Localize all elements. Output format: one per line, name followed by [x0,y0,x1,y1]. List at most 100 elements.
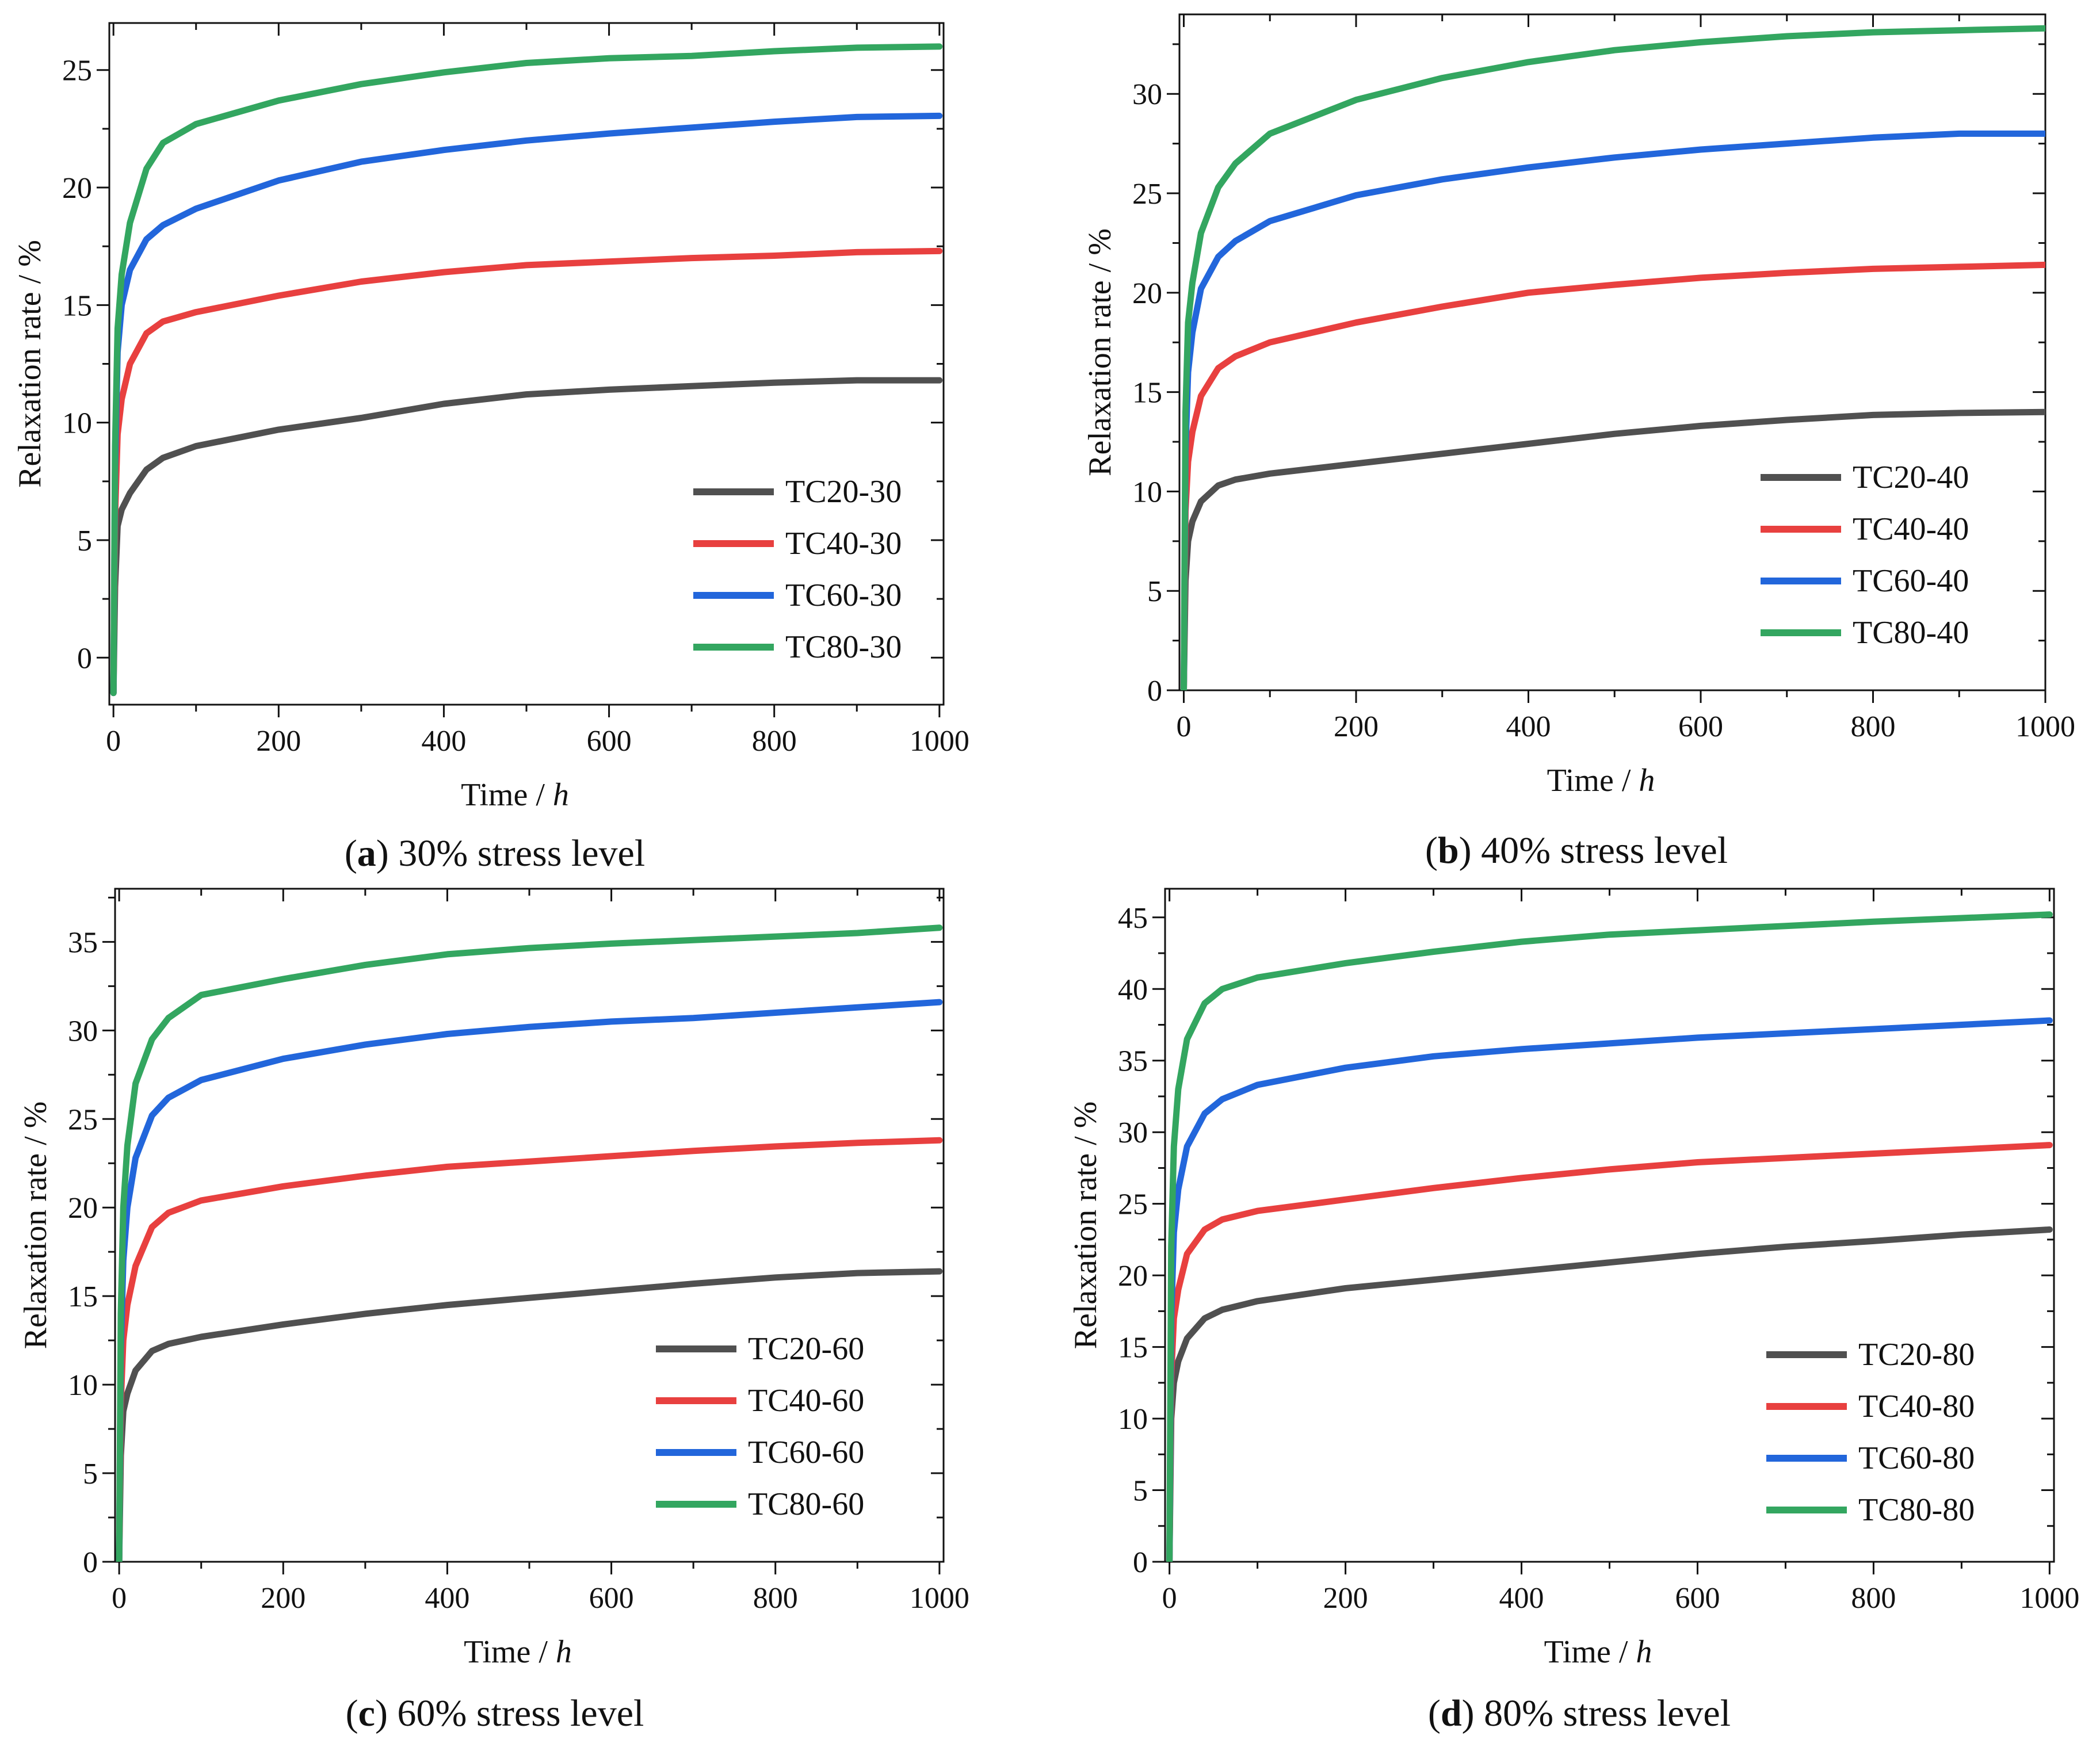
y-axis-title: Relaxation rate / % [18,1102,54,1350]
y-tick-label: 0 [1133,1546,1148,1579]
y-tick-label: 5 [1133,1475,1148,1508]
legend: TC20-60 TC40-60 TC60-60 TC80-60 [656,1331,864,1522]
y-tick-label: 40 [1118,973,1148,1006]
x-tick-label: 400 [1506,710,1551,743]
y-tick-label: 15 [1118,1332,1148,1364]
y-tick-label: 15 [1132,377,1162,410]
x-tick-label: 200 [261,1582,306,1615]
x-tick-label: 200 [1323,1582,1368,1615]
series-line-tc80-30 [110,43,943,697]
series-line-tc20-80 [1166,1226,2053,1562]
legend-label: TC40-60 [748,1383,864,1419]
y-tick-label: 5 [1147,575,1162,608]
y-axis-title: Relaxation rate / % [1082,228,1118,476]
legend: TC20-40 TC40-40 TC60-40 TC80-40 [1761,460,1969,651]
panel-caption: (c) 60% stress level [346,1692,644,1734]
series-line-tc60-40 [1181,130,2045,690]
y-tick-label: 30 [1132,78,1162,111]
x-tick-label: 200 [256,725,301,758]
series-line-tc40-80 [1166,1142,2053,1562]
legend: TC20-80 TC40-80 TC60-80 TC80-80 [1766,1337,1975,1528]
y-tick-label: 0 [83,1546,98,1579]
panel-caption: (b) 40% stress level [1425,829,1728,871]
x-tick-label: 0 [112,1582,127,1615]
x-axis-title: Time / h [1544,1634,1652,1670]
series-line-tc20-40 [1181,408,2045,690]
legend-label: TC20-40 [1853,460,1969,495]
series-line-tc40-40 [1181,261,2045,690]
x-tick-label: 600 [1678,710,1723,743]
series-group [1181,25,2045,690]
series-line-tc80-80 [1166,911,2053,1562]
y-tick-label: 15 [62,289,92,322]
y-tick-label: 30 [68,1015,98,1048]
legend-label: TC40-30 [785,526,902,561]
legend-label: TC20-60 [748,1331,864,1367]
y-axis-title: Relaxation rate / % [1068,1102,1104,1350]
y-tick-label: 25 [1118,1188,1148,1221]
legend-label: TC60-30 [785,578,902,613]
y-tick-label: 25 [68,1103,98,1136]
panel-d: 0 200 400 600 800 1000 0 5 10 15 20 25 30 35 40 45 Time … [1068,888,2079,1734]
x-tick-label: 1000 [2015,710,2075,743]
x-tick-label: 1000 [910,1582,969,1615]
y-tick-label: 20 [68,1192,98,1225]
legend-label: TC80-40 [1853,615,1969,651]
legend-label: TC80-80 [1858,1492,1975,1528]
legend-label: TC60-40 [1853,563,1969,599]
y-tick-label: 25 [1132,178,1162,211]
panel-caption: (d) 80% stress level [1428,1692,1731,1734]
y-tick-label: 20 [1132,277,1162,310]
legend-label: TC40-40 [1853,511,1969,547]
series-line-tc80-60 [116,924,943,1562]
y-tick-label: 35 [1118,1045,1148,1078]
panel-c: 0 200 400 600 800 1000 0 5 10 15 20 25 30 35 Time / h R… [18,888,969,1734]
x-tick-label: 600 [1675,1582,1720,1615]
x-axis-title: Time / h [461,777,569,813]
series-line-tc40-30 [110,247,943,697]
series-line-tc20-30 [110,377,943,697]
y-tick-label: 0 [1147,675,1162,708]
x-axis-title: Time / h [464,1634,572,1670]
panel-caption: (a) 30% stress level [345,832,645,874]
y-tick-label: 20 [62,172,92,205]
x-tick-label: 800 [753,1582,798,1615]
y-tick-label: 10 [62,407,92,440]
series-line-tc80-40 [1181,25,2045,690]
series-group [110,43,943,697]
y-tick-label: 5 [77,525,92,557]
y-axis-title: Relaxation rate / % [12,240,48,488]
panel-a: 0 200 400 600 800 1000 0 5 10 15 20 25 Time / h Relax… [12,22,969,874]
y-tick-label: 35 [68,926,98,959]
series-group [1166,911,2053,1562]
legend-label: TC80-30 [785,629,902,665]
y-tick-label: 5 [83,1458,98,1490]
x-tick-label: 1000 [2019,1582,2079,1615]
x-tick-label: 800 [752,725,797,758]
legend: TC20-30 TC40-30 TC60-30 TC80-30 [693,474,902,665]
x-tick-label: 600 [587,725,632,758]
x-axis-title: Time / h [1547,763,1655,798]
x-tick-label: 600 [589,1582,634,1615]
legend-label: TC60-80 [1858,1440,1975,1476]
x-tick-label: 0 [1162,1582,1177,1615]
series-line-tc60-60 [116,999,943,1562]
y-tick-label: 10 [1132,476,1162,509]
x-tick-label: 1000 [910,725,969,758]
x-tick-label: 0 [1176,710,1191,743]
panel-b: 0 200 400 600 800 1000 0 5 10 15 20 25 30 Time / h Rel… [1082,13,2075,871]
y-tick-label: 10 [1118,1403,1148,1436]
x-tick-label: 400 [425,1582,469,1615]
legend-label: TC60-60 [748,1435,864,1470]
y-tick-label: 25 [62,55,92,87]
y-tick-label: 0 [77,642,92,675]
series-line-tc60-80 [1166,1017,2053,1562]
x-tick-label: 800 [1851,1582,1896,1615]
legend-label: TC80-60 [748,1486,864,1522]
x-tick-label: 800 [1850,710,1895,743]
y-tick-label: 30 [1118,1117,1148,1149]
x-tick-label: 0 [106,725,121,758]
y-tick-label: 15 [68,1280,98,1313]
plot-frame [1178,13,2046,691]
x-tick-label: 200 [1334,710,1379,743]
